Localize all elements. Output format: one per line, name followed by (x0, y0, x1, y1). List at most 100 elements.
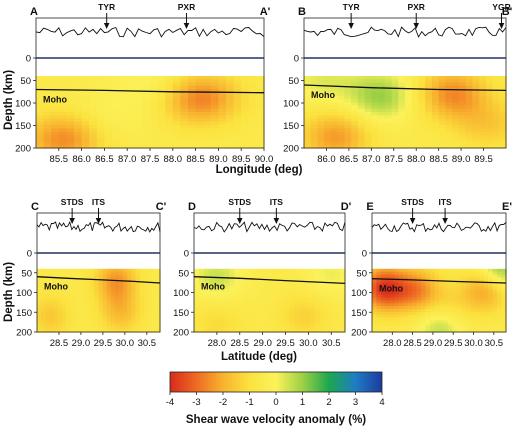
heatmap-cell (294, 303, 301, 307)
heatmap-cell (264, 317, 271, 322)
heatmap-cell (425, 89, 433, 93)
y-tick-label: 150 (173, 308, 189, 319)
heatmap-cell (344, 79, 352, 84)
heatmap-cell (86, 294, 91, 299)
heatmap-cell (416, 303, 422, 307)
heatmap-cell (299, 314, 306, 319)
heatmap-cell (74, 134, 83, 139)
heatmap-cell (483, 323, 489, 327)
heatmap-cell (304, 303, 311, 307)
heatmap-cell (155, 283, 161, 287)
heatmap-cell (188, 138, 197, 143)
heatmap-cell (337, 128, 345, 133)
heatmap-cell (106, 314, 112, 319)
moho-line (371, 278, 507, 284)
heatmap-cell (485, 144, 494, 149)
heatmap-cell (43, 95, 52, 100)
heatmap-cell (479, 314, 485, 319)
heatmap-cell (319, 311, 326, 316)
heatmap-cell (425, 95, 433, 100)
heatmap-cell (339, 314, 346, 319)
heatmap-cell (219, 271, 225, 276)
heatmap-cell (439, 300, 445, 304)
heatmap-cell (199, 320, 205, 324)
heatmap-cell (264, 314, 271, 319)
heatmap-cell (447, 297, 453, 301)
heatmap-cell (194, 323, 200, 327)
heatmap-cell (135, 294, 141, 299)
heatmap-cell (218, 128, 227, 133)
heatmap-cell (112, 118, 121, 123)
heatmap-cell (219, 303, 225, 307)
heatmap-cell (294, 323, 301, 327)
heatmap-cell (299, 309, 306, 313)
heatmap-cell (209, 326, 215, 330)
heatmap-cell (74, 138, 83, 143)
heatmap-cell (329, 309, 336, 313)
heatmap-cell (106, 286, 112, 290)
heatmap-cell (339, 303, 346, 307)
heatmap-cell (214, 280, 220, 284)
heatmap-cell (142, 118, 151, 123)
heatmap-cell (210, 121, 219, 126)
heatmap-cell (203, 85, 212, 90)
heatmap-cell (425, 311, 431, 316)
heatmap-cell (45, 306, 50, 310)
heatmap-cell (37, 329, 42, 333)
heatmap-cell (364, 121, 372, 126)
heatmap-cell (195, 115, 204, 120)
heatmap-cell (264, 311, 271, 316)
heatmap-cell (411, 144, 420, 149)
heatmap-cell (364, 144, 372, 149)
heatmap-cell (483, 306, 489, 310)
heatmap-cell (431, 118, 440, 123)
heatmap-cell (434, 303, 440, 307)
heatmap-cell (51, 76, 60, 80)
heatmap-cell (430, 326, 436, 330)
heatmap-cell (203, 131, 212, 136)
heatmap-cell (57, 314, 63, 319)
heatmap-cell (443, 283, 449, 287)
heatmap-cell (289, 314, 296, 319)
heatmap-cell (249, 271, 255, 276)
heatmap-cell (119, 95, 128, 100)
heatmap-cell (41, 320, 46, 324)
heatmap-cell (479, 138, 487, 143)
heatmap-cell (479, 300, 485, 304)
heatmap-cell (119, 79, 128, 84)
heatmap-cell (425, 317, 431, 322)
heatmap-cell (416, 271, 422, 276)
heatmap-cell (150, 144, 159, 149)
heatmap-cell (180, 131, 189, 136)
heatmap-cell (319, 286, 326, 290)
heatmap-cell (66, 131, 75, 136)
heatmap-cell (157, 79, 166, 84)
heatmap-cell (384, 92, 393, 97)
heatmap-cell (248, 144, 257, 149)
heatmap-cell (364, 105, 372, 110)
x-tick-label: 86.5 (340, 154, 359, 165)
heatmap-cell (289, 311, 296, 316)
profile-start-label: A (30, 6, 38, 18)
heatmap-cell (51, 112, 60, 116)
heatmap-cell (294, 274, 301, 279)
heatmap-cell (195, 76, 204, 80)
heatmap-cell (456, 323, 462, 327)
heatmap-cell (81, 115, 90, 120)
heatmap-cell (452, 314, 458, 319)
heatmap-cell (304, 82, 312, 87)
heatmap-cell (389, 283, 395, 287)
heatmap-cell (104, 138, 113, 143)
heatmap-cell (334, 309, 341, 313)
heatmap-cell (351, 79, 359, 84)
heatmap-cell (244, 329, 250, 333)
heatmap-cell (82, 300, 87, 304)
heatmap-cell (259, 268, 266, 273)
heatmap-cell (36, 138, 45, 143)
heatmap-cell (497, 286, 503, 290)
heatmap-cell (492, 283, 498, 287)
heatmap-cell (431, 79, 440, 84)
heatmap-cell (398, 79, 406, 84)
heatmap-cell (465, 274, 471, 279)
heatmap-cell (403, 288, 409, 293)
